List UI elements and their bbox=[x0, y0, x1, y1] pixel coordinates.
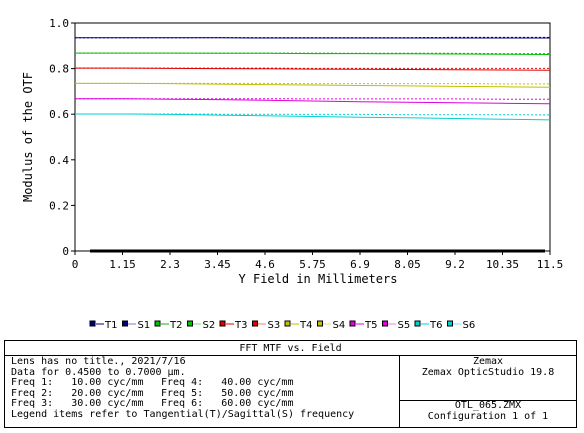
freq-3-label: Freq 3: bbox=[11, 398, 54, 409]
legend-label-t5: T5 bbox=[364, 320, 377, 331]
x-tick-label: 4.6 bbox=[255, 258, 275, 271]
legend-marker-s2 bbox=[187, 320, 193, 327]
y-tick-label: 0.4 bbox=[49, 154, 69, 167]
freq-5-label: Freq 5: bbox=[161, 387, 204, 399]
lens-title-line: Lens has no title., 2021/7/16 bbox=[11, 356, 186, 367]
freq-2-value: 20.00 cyc/mm bbox=[71, 387, 144, 399]
software-info: Zemax Zemax OpticStudio 19.8 bbox=[400, 356, 576, 401]
y-tick-label: 0.6 bbox=[49, 108, 69, 121]
legend-marker-s3 bbox=[252, 320, 258, 327]
freq-4-label: Freq 4: bbox=[161, 377, 204, 388]
y-tick-label: 0 bbox=[62, 245, 69, 258]
series-line-t3 bbox=[75, 67, 551, 71]
legend-label-t4: T4 bbox=[299, 320, 312, 331]
legend-label-s1: S1 bbox=[138, 320, 151, 331]
freq-row-1: Freq 1: 10.00 cyc/mm Freq 4: 40.00 cyc/mm bbox=[11, 377, 393, 389]
legend-marker-s5 bbox=[382, 320, 388, 327]
mtf-chart: 0 1.15 2.3 3.45 4.6 5.75 6.9 8.05 9.2 10.35 11.5 0 0… bbox=[21, 17, 563, 331]
y-tick-label: 1.0 bbox=[49, 17, 69, 30]
x-tick-label: 2.3 bbox=[160, 258, 180, 271]
y-axis-title: Modulus of the OTF bbox=[21, 72, 35, 202]
series-line-t6 bbox=[75, 113, 551, 121]
legend-marker-s4 bbox=[317, 320, 323, 327]
freq-6-value: 60.00 cyc/mm bbox=[221, 398, 294, 409]
legend: T1 S1 T2 S2 T3 S3 T4 S4 T5 S5 T6 S6 bbox=[89, 320, 476, 331]
company-name: Zemax bbox=[472, 356, 504, 367]
legend-marker-s6 bbox=[447, 320, 453, 327]
x-tick-label: 11.5 bbox=[537, 258, 564, 271]
legend-label-t2: T2 bbox=[169, 320, 182, 331]
product-name: Zemax OpticStudio 19.8 bbox=[421, 366, 555, 378]
legend-label-s2: S2 bbox=[203, 320, 216, 331]
legend-marker-t1 bbox=[89, 320, 96, 327]
series-line-s2 bbox=[75, 52, 550, 55]
x-tick-label: 5.75 bbox=[299, 258, 326, 271]
file-name: OTL_065.ZMX bbox=[454, 400, 522, 411]
configuration: Configuration 1 of 1 bbox=[427, 410, 549, 422]
legend-label-s4: S4 bbox=[333, 320, 346, 331]
x-tick-label: 9.2 bbox=[445, 258, 465, 271]
data-range-line: Data for 0.4500 to 0.7000 µm. bbox=[11, 366, 186, 378]
series-line-s5 bbox=[75, 98, 550, 100]
x-tick-label: 6.9 bbox=[350, 258, 370, 271]
x-tick-label: 0 bbox=[72, 258, 79, 271]
panel-title: FFT MTF vs. Field bbox=[5, 341, 576, 356]
legend-marker-t2 bbox=[154, 320, 161, 327]
x-tick-label: 10.35 bbox=[486, 258, 519, 271]
freq-1-label: Freq 1: bbox=[11, 377, 54, 388]
freq-6-label: Freq 6: bbox=[161, 398, 204, 409]
plot-frame bbox=[74, 22, 551, 252]
lens-info: Lens has no title., 2021/7/16 Data for 0… bbox=[5, 356, 400, 427]
freq-row-2: Freq 2: 20.00 cyc/mm Freq 5: 50.00 cyc/mm bbox=[11, 387, 393, 400]
y-tick-label: 0.8 bbox=[49, 63, 69, 76]
legend-label-s5: S5 bbox=[398, 320, 411, 331]
legend-label-s3: S3 bbox=[268, 320, 281, 331]
info-panel: FFT MTF vs. Field Lens has no title., 20… bbox=[4, 340, 577, 428]
freq-2-label: Freq 2: bbox=[11, 387, 54, 399]
freq-4-value: 40.00 cyc/mm bbox=[221, 377, 294, 388]
series-line-s4 bbox=[75, 82, 550, 85]
legend-label-t6: T6 bbox=[429, 320, 442, 331]
legend-label-t1: T1 bbox=[104, 320, 117, 331]
x-tick-label: 8.05 bbox=[394, 258, 421, 271]
file-info: OTL_065.ZMX Configuration 1 of 1 bbox=[400, 400, 576, 427]
series-line-t4 bbox=[75, 82, 551, 88]
legend-marker-t4 bbox=[284, 320, 291, 327]
legend-marker-t6 bbox=[414, 320, 421, 327]
freq-3-value: 30.00 cyc/mm bbox=[71, 398, 144, 409]
legend-label-s6: S6 bbox=[463, 320, 476, 331]
legend-marker-s1 bbox=[122, 320, 128, 327]
freq-1-value: 10.00 cyc/mm bbox=[71, 377, 144, 388]
series-line-t5 bbox=[75, 98, 551, 105]
legend-marker-t5 bbox=[349, 320, 356, 327]
legend-marker-t3 bbox=[219, 320, 226, 327]
series-layer bbox=[75, 36, 551, 121]
freq-5-value: 50.00 cyc/mm bbox=[221, 387, 294, 399]
x-axis-title: Y Field in Millimeters bbox=[239, 272, 398, 286]
legend-label-t3: T3 bbox=[234, 320, 247, 331]
series-line-s6 bbox=[75, 113, 551, 116]
axis-layer: 0 1.15 2.3 3.45 4.6 5.75 6.9 8.05 9.2 10.35 11.5 0 0… bbox=[49, 17, 563, 271]
x-tick-label: 3.45 bbox=[204, 258, 231, 271]
x-tick-label: 1.15 bbox=[109, 258, 136, 271]
freq-row-3: Freq 3: 30.00 cyc/mm Freq 6: 60.00 cyc/mm bbox=[11, 398, 393, 410]
legend-note: Legend items refer to Tangential(T)/Sagi… bbox=[11, 408, 355, 420]
y-tick-label: 0.2 bbox=[49, 199, 69, 212]
